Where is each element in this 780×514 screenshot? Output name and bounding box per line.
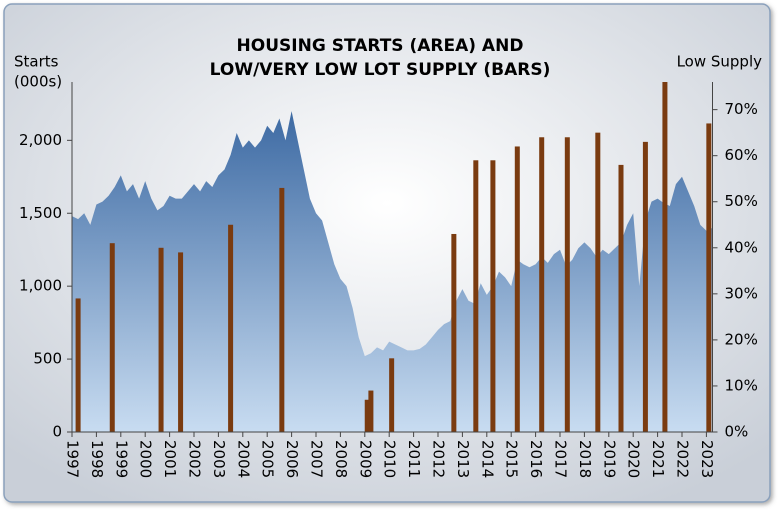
bar bbox=[706, 123, 712, 433]
x-tick-label: 2009 bbox=[356, 440, 374, 478]
x-tick-label: 2008 bbox=[332, 440, 350, 478]
bar bbox=[75, 298, 81, 432]
x-tick-label: 2015 bbox=[503, 440, 521, 478]
bar bbox=[178, 252, 184, 432]
bar bbox=[473, 160, 479, 432]
x-tick-label: 2003 bbox=[210, 440, 228, 478]
y2-axis-label: Low Supply bbox=[677, 53, 763, 71]
y-tick-label: 0 bbox=[52, 423, 62, 441]
x-tick-label: 2001 bbox=[161, 440, 179, 478]
y-tick-label: 500 bbox=[33, 350, 62, 368]
x-tick-label: 1998 bbox=[88, 440, 106, 478]
y-tick-label: 1,000 bbox=[19, 277, 62, 295]
x-tick-label: 2014 bbox=[478, 440, 496, 478]
x-tick-label: 2011 bbox=[405, 440, 423, 478]
bar bbox=[490, 160, 496, 432]
y2-tick-label: 10% bbox=[725, 376, 758, 394]
x-tick-label: 2012 bbox=[430, 440, 448, 478]
y-tick-label: 1,500 bbox=[19, 204, 62, 222]
x-tick-label: 2022 bbox=[674, 440, 692, 478]
y2-tick-label: 50% bbox=[725, 192, 758, 210]
bar bbox=[618, 164, 624, 433]
y2-tick-label: 30% bbox=[725, 284, 758, 302]
x-tick-label: 2006 bbox=[283, 440, 301, 478]
x-tick-label: 2021 bbox=[649, 440, 667, 478]
bar bbox=[662, 82, 668, 432]
bar bbox=[364, 399, 370, 432]
x-tick-label: 1999 bbox=[112, 440, 130, 478]
bar bbox=[158, 247, 164, 432]
x-tick-label: 2023 bbox=[698, 440, 716, 478]
x-tick-label: 2017 bbox=[552, 440, 570, 478]
y-axis-label: Starts bbox=[14, 53, 59, 71]
x-tick-label: 2002 bbox=[186, 440, 204, 478]
y2-tick-label: 40% bbox=[725, 238, 758, 256]
bar bbox=[642, 141, 648, 433]
y-axis-label: (000s) bbox=[14, 73, 62, 91]
x-tick-label: 2019 bbox=[600, 440, 618, 478]
y2-tick-label: 70% bbox=[725, 100, 758, 118]
bar bbox=[368, 390, 374, 432]
bar bbox=[595, 132, 601, 432]
y2-tick-label: 20% bbox=[725, 330, 758, 348]
x-tick-label: 2016 bbox=[527, 440, 545, 478]
y2-tick-label: 0% bbox=[725, 423, 749, 441]
y2-tick-label: 60% bbox=[725, 146, 758, 164]
x-tick-label: 2005 bbox=[259, 440, 277, 478]
bar bbox=[279, 187, 285, 432]
bar bbox=[564, 137, 570, 432]
bar bbox=[514, 146, 520, 432]
x-tick-label: 2000 bbox=[137, 440, 155, 478]
x-tick-label: 2018 bbox=[576, 440, 594, 478]
bar bbox=[228, 224, 234, 432]
chart-title: HOUSING STARTS (AREA) AND bbox=[237, 36, 524, 56]
chart-title: LOW/VERY LOW LOT SUPPLY (BARS) bbox=[210, 60, 551, 80]
x-tick-label: 1997 bbox=[64, 440, 82, 478]
bar bbox=[451, 233, 457, 432]
y-tick-label: 2,000 bbox=[19, 131, 62, 149]
x-tick-label: 2020 bbox=[625, 440, 643, 478]
bar bbox=[539, 137, 545, 432]
bar bbox=[389, 358, 395, 432]
x-tick-label: 2007 bbox=[308, 440, 326, 478]
bar bbox=[109, 243, 115, 432]
x-tick-label: 2004 bbox=[234, 440, 252, 478]
x-tick-label: 2010 bbox=[381, 440, 399, 478]
x-tick-label: 2013 bbox=[454, 440, 472, 478]
